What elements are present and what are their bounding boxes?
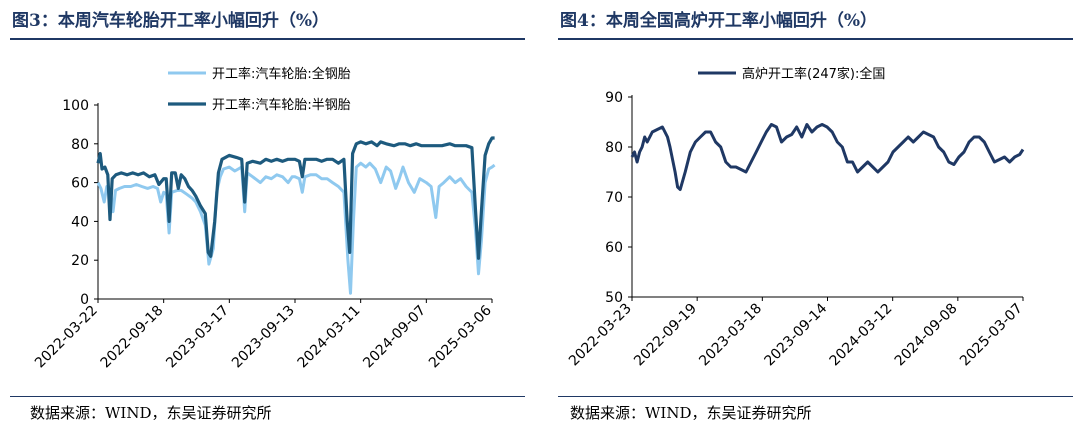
legend-label: 开工率:汽车轮胎:全钢胎 (212, 66, 351, 82)
series-line (630, 123, 1025, 191)
blast-furnace-rate-chart: 50 60 70 80 90 2022-03-232022-09-192023-03-18… (566, 66, 1026, 370)
x-tick-label: 2025-03-06 (426, 302, 495, 371)
y-tick-label: 80 (71, 137, 89, 153)
right-panel: 图4：本周全国高炉开工率小幅回升（%） 50 60 70 80 90 2022-03-23… (548, 0, 1080, 443)
title-rule-right (558, 38, 1073, 40)
y-tick-label: 80 (605, 140, 623, 156)
x-tick-label: 2024-03-12 (827, 301, 896, 370)
legend-label: 开工率:汽车轮胎:半钢胎 (212, 97, 351, 113)
x-tick-label: 2023-03-18 (696, 301, 765, 370)
x-tick-label: 2023-03-17 (163, 303, 232, 372)
y-tick-label: 50 (605, 290, 623, 306)
x-tick-label: 2022-03-23 (566, 301, 635, 370)
source-rule-right (558, 396, 1073, 397)
x-tick-label: 2022-09-19 (631, 301, 700, 370)
y-tick-label: 0 (80, 292, 89, 308)
x-tick-label: 2024-09-07 (360, 303, 429, 372)
y-tick-label: 70 (605, 190, 623, 206)
chart-title-right: 图4：本周全国高炉开工率小幅回升（%） (560, 11, 877, 31)
y-tick-label: 60 (605, 240, 623, 256)
title-rule-left (10, 38, 525, 40)
source-note-left: 数据来源：WIND，东吴证券研究所 (30, 404, 272, 422)
x-tick-label: 2024-03-11 (295, 303, 364, 372)
y-tick-label: 100 (62, 98, 89, 114)
y-tick-label: 60 (71, 176, 89, 192)
chart-title-left: 图3：本周汽车轮胎开工率小幅回升（%） (12, 11, 329, 31)
x-tick-label: 2025-03-07 (957, 301, 1026, 370)
y-tick-label: 40 (71, 214, 89, 230)
y-tick-label: 20 (71, 253, 89, 269)
legend-label: 高炉开工率(247家):全国 (742, 66, 885, 82)
x-tick-label: 2022-09-18 (98, 303, 167, 372)
x-tick-label: 2023-09-14 (761, 300, 830, 369)
x-tick-label: 2024-09-08 (892, 301, 961, 370)
series-line (96, 161, 496, 295)
source-note-right: 数据来源：WIND，东吴证券研究所 (570, 404, 812, 422)
x-tick-label: 2022-03-22 (32, 303, 101, 372)
tire-operating-rate-chart: 0 20 40 60 80 100 2022-03-222022-09-182023-03-… (32, 66, 496, 372)
x-tick-label: 2023-09-13 (229, 303, 298, 372)
series-line (96, 136, 495, 260)
source-rule-left (10, 396, 525, 397)
y-tick-label: 90 (605, 90, 623, 106)
left-panel: 图3：本周汽车轮胎开工率小幅回升（%） 0 20 40 60 80 100 2022-03-… (10, 11, 525, 422)
